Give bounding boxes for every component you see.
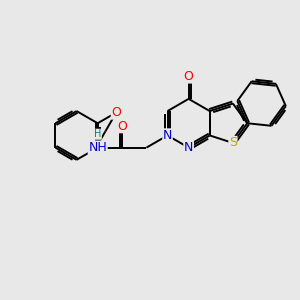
Text: H: H bbox=[94, 129, 101, 139]
Text: O: O bbox=[111, 106, 121, 119]
Text: N: N bbox=[163, 129, 172, 142]
Text: NH: NH bbox=[88, 141, 107, 154]
Text: O: O bbox=[117, 120, 127, 133]
Text: O: O bbox=[184, 70, 194, 83]
Text: S: S bbox=[229, 136, 237, 149]
Text: N: N bbox=[184, 141, 193, 154]
